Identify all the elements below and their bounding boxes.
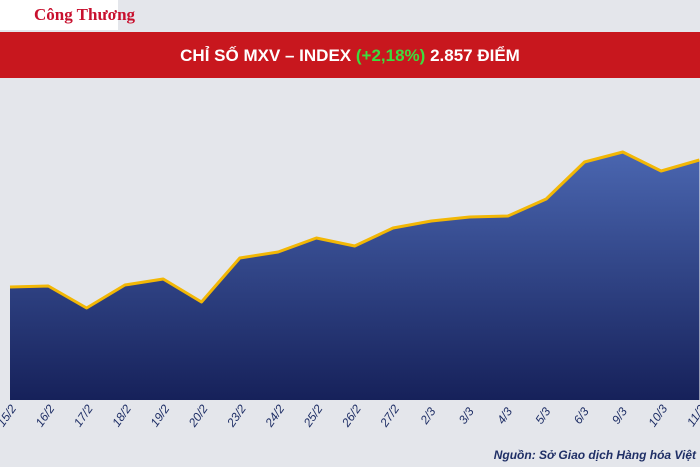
- title-change: (+2,18%): [356, 46, 425, 65]
- area: [10, 152, 700, 400]
- title-text: CHỈ SỐ MXV – INDEX: [180, 45, 352, 65]
- title-band: [0, 32, 700, 78]
- logo: Công Thương: [34, 5, 136, 24]
- logo-box: [0, 0, 118, 30]
- title-value: 2.857 ĐIỂM: [430, 46, 520, 65]
- chart-title: CHỈ SỐ MXV – INDEX (+2,18%) 2.857 ĐIỂM: [180, 45, 520, 65]
- line: [9, 150, 700, 310]
- source: Nguồn: Sở Giao dịch Hàng hóa Việt: [494, 448, 697, 462]
